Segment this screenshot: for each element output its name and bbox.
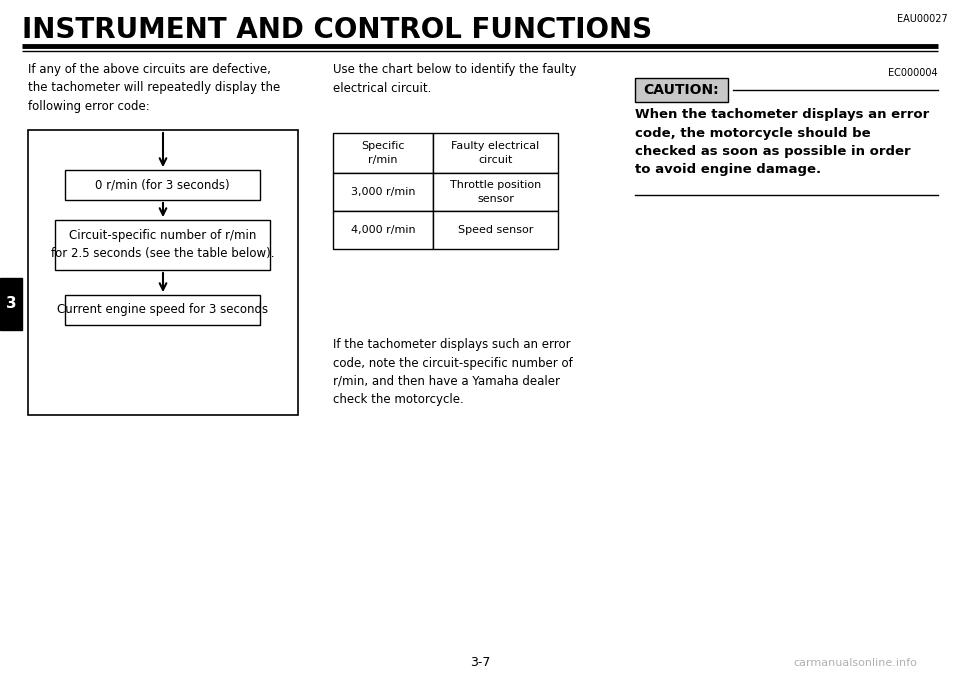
Bar [333, 133, 433, 173]
Text: carmanualsonline.info: carmanualsonline.info [793, 658, 917, 668]
Text: EC000004: EC000004 [888, 68, 938, 78]
Text: Throttle position
sensor: Throttle position sensor [450, 181, 541, 204]
Text: Specific
r/min: Specific r/min [361, 141, 405, 164]
Bar [433, 211, 558, 249]
Bar [0, 278, 22, 330]
Text: If the tachometer displays such an error
code, note the circuit-specific number : If the tachometer displays such an error… [333, 338, 573, 407]
Text: CAUTION:: CAUTION: [644, 83, 719, 97]
Text: 3,000 r/min: 3,000 r/min [350, 187, 416, 197]
Bar [433, 133, 558, 173]
Bar [433, 173, 558, 211]
Text: Faulty electrical
circuit: Faulty electrical circuit [451, 141, 540, 164]
Text: If any of the above circuits are defective,
the tachometer will repeatedly displ: If any of the above circuits are defecti… [28, 63, 280, 113]
Bar [65, 170, 260, 200]
Bar [333, 173, 433, 211]
Text: 4,000 r/min: 4,000 r/min [350, 225, 416, 235]
Bar [28, 130, 298, 415]
Text: Speed sensor: Speed sensor [458, 225, 533, 235]
Text: Use the chart below to identify the faulty
electrical circuit.: Use the chart below to identify the faul… [333, 63, 576, 94]
Bar [635, 78, 728, 102]
Text: When the tachometer displays an error
code, the motorcycle should be
checked as : When the tachometer displays an error co… [635, 108, 929, 177]
Bar [65, 295, 260, 325]
Text: 3-7: 3-7 [469, 657, 491, 669]
Text: Current engine speed for 3 seconds: Current engine speed for 3 seconds [57, 304, 268, 316]
Text: 0 r/min (for 3 seconds): 0 r/min (for 3 seconds) [95, 179, 229, 191]
Bar [55, 220, 270, 270]
Text: 3: 3 [6, 297, 16, 312]
Text: EAU00027: EAU00027 [898, 14, 948, 24]
Bar [333, 211, 433, 249]
Text: INSTRUMENT AND CONTROL FUNCTIONS: INSTRUMENT AND CONTROL FUNCTIONS [22, 16, 652, 44]
Text: Circuit-specific number of r/min
for 2.5 seconds (see the table below).: Circuit-specific number of r/min for 2.5… [51, 230, 275, 261]
